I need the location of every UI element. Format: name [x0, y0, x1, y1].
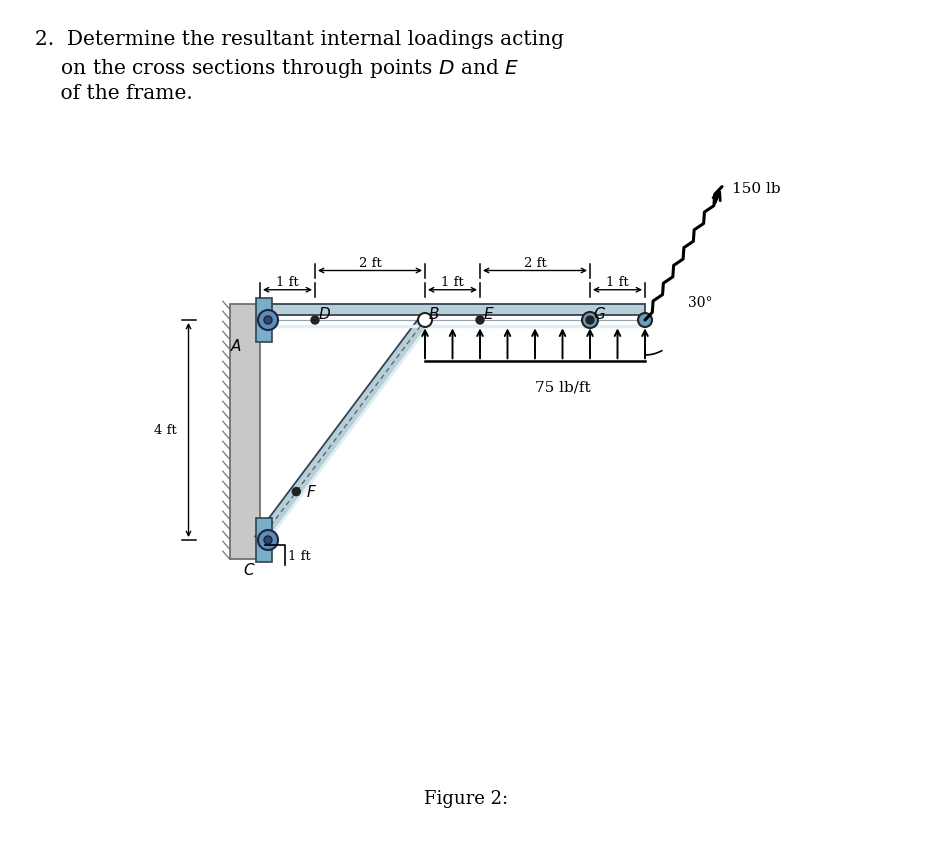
Polygon shape — [255, 316, 430, 544]
Circle shape — [264, 316, 272, 324]
Text: $D$: $D$ — [318, 306, 331, 322]
Bar — [256, 518, 272, 562]
Circle shape — [476, 316, 484, 324]
Circle shape — [311, 316, 319, 324]
Bar — [260, 303, 645, 314]
Circle shape — [586, 316, 594, 324]
Bar — [230, 303, 260, 559]
Text: $C$: $C$ — [244, 562, 256, 578]
Bar — [256, 298, 272, 342]
Text: $B$: $B$ — [428, 306, 439, 322]
Text: 1 ft: 1 ft — [288, 550, 311, 563]
Text: 30°: 30° — [688, 296, 713, 309]
Text: of the frame.: of the frame. — [35, 84, 193, 103]
Text: 4 ft: 4 ft — [154, 423, 176, 437]
Text: $A$: $A$ — [230, 338, 242, 354]
Text: 1 ft: 1 ft — [441, 275, 464, 289]
Text: $G$: $G$ — [593, 306, 606, 322]
Text: 75 lb/ft: 75 lb/ft — [535, 380, 591, 394]
Circle shape — [638, 313, 652, 327]
Text: 1 ft: 1 ft — [276, 275, 299, 289]
Text: on the cross sections through points $D$ and $E$: on the cross sections through points $D$… — [35, 57, 520, 80]
Text: 1 ft: 1 ft — [606, 275, 629, 289]
Circle shape — [418, 313, 432, 327]
Text: 2.  Determine the resultant internal loadings acting: 2. Determine the resultant internal load… — [35, 30, 564, 49]
Circle shape — [264, 536, 272, 544]
Text: Figure 2:: Figure 2: — [424, 790, 508, 808]
Text: 150 lb: 150 lb — [732, 182, 781, 196]
Text: 2 ft: 2 ft — [523, 257, 547, 269]
Text: $E$: $E$ — [483, 306, 494, 322]
Circle shape — [258, 530, 278, 550]
Circle shape — [582, 312, 598, 328]
Circle shape — [292, 488, 300, 496]
Text: $F$: $F$ — [306, 484, 317, 500]
Text: 2 ft: 2 ft — [358, 257, 382, 269]
Circle shape — [258, 310, 278, 330]
